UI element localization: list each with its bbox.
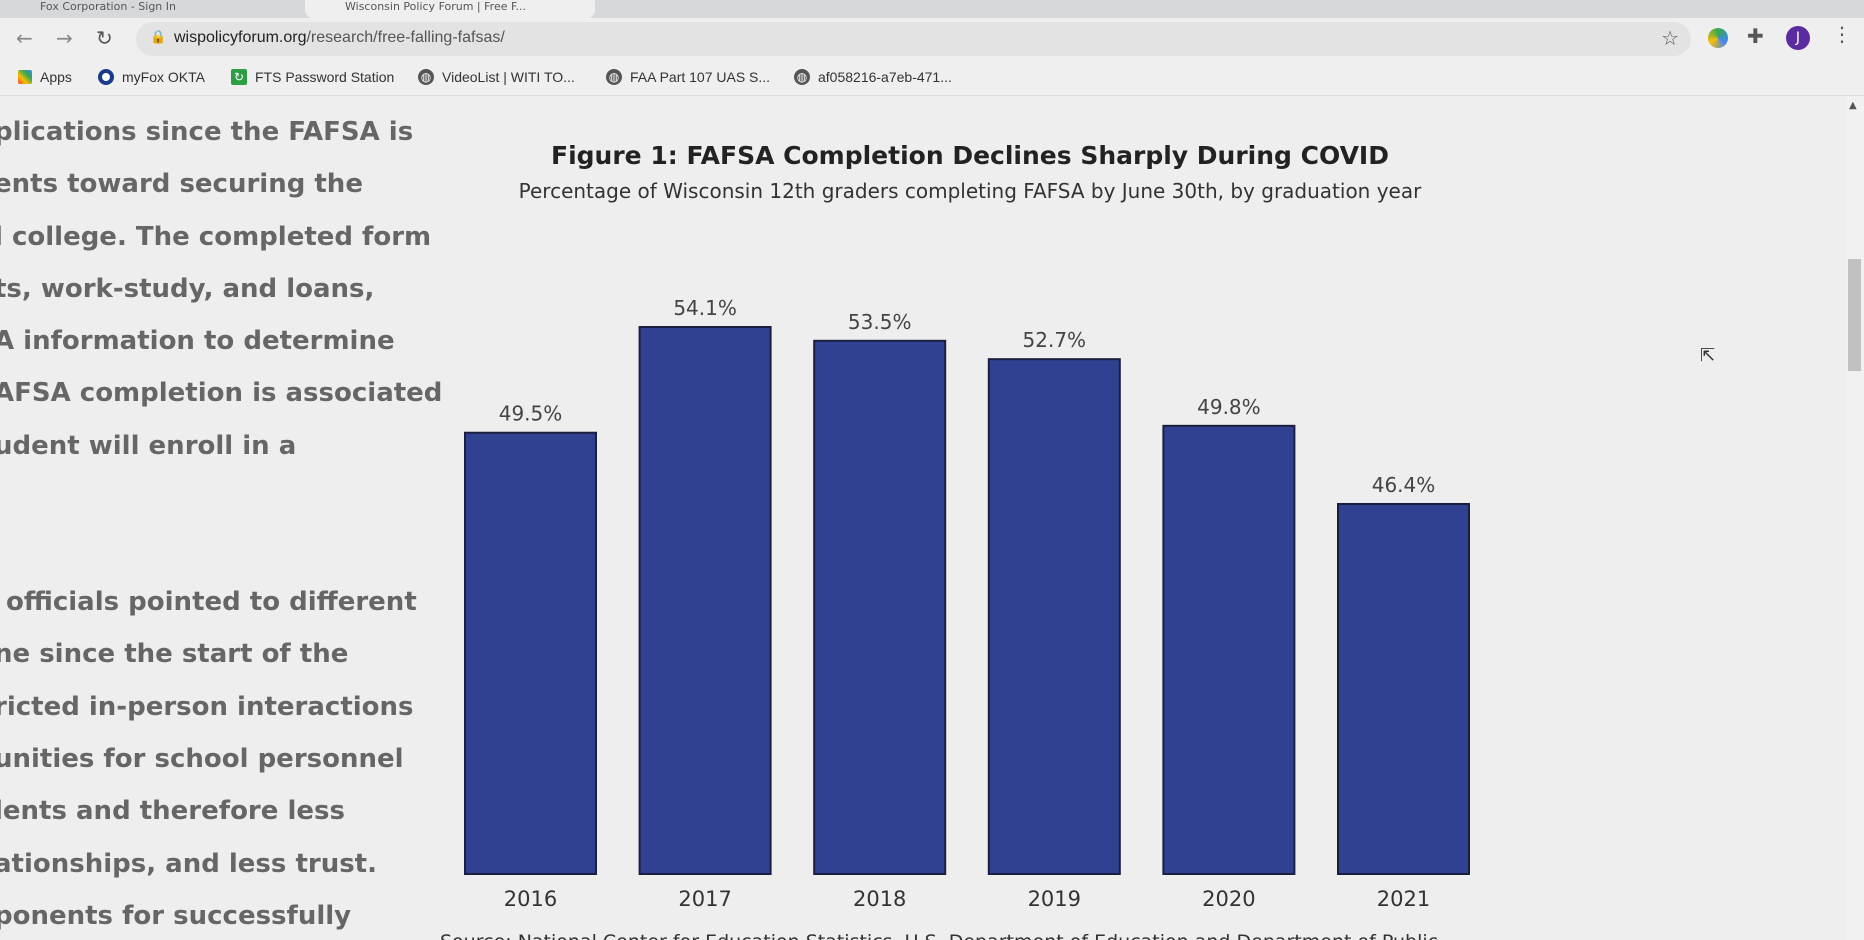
page-content: plications since the FAFSA is ents towar… [0,96,1845,940]
bookmark-myfox-okta[interactable]: myFox OKTA [98,69,205,85]
article-line: ents toward securing the [0,169,363,200]
extension-icon[interactable] [1708,28,1728,48]
article-line: udent will enroll in a [0,430,297,461]
extensions-puzzle-icon[interactable]: ✚ [1747,24,1764,48]
bookmark-label: af058216-a7eb-471... [818,69,952,85]
browser-toolbar: ← → ↻ 🔒 wispolicyforum.org/research/free… [0,18,1864,60]
article-line: ricted in-person interactions [0,691,414,722]
article-line: ne since the start of the [0,639,349,670]
reload-icon[interactable]: ↻ [96,26,113,50]
bookmark-label: Apps [40,69,72,85]
apps-grid-icon [18,70,32,84]
scroll-up-arrow-icon[interactable]: ▲ [1849,100,1857,111]
globe-icon: ◍ [606,69,622,85]
data-label-2021: 46.4% [1372,473,1436,497]
data-label-2017: 54.1% [673,296,737,320]
url-path: /research/free-falling-fafsas/ [306,29,505,46]
profile-avatar[interactable]: J [1786,26,1810,50]
chart-source: Source: National Center for Education St… [440,931,1438,940]
bar-2021 [1337,502,1470,875]
url-text[interactable]: wispolicyforum.org/research/free-falling… [174,29,505,47]
lock-icon: 🔒 [150,30,167,45]
bookmark-af058216[interactable]: ◍ af058216-a7eb-471... [794,69,952,85]
article-line: plications since the FAFSA is [0,117,414,147]
globe-icon: ◍ [418,69,434,85]
article-line: unities for school personnel [0,743,404,774]
article-line: AFSA completion is associated [0,378,443,409]
bookmark-videolist[interactable]: ◍ VideoList | WITI TO... [418,69,575,85]
refresh-green-icon: ↻ [231,69,247,85]
chart-subtitle: Percentage of Wisconsin 12th graders com… [518,179,1422,203]
menu-kebab-icon[interactable]: ⋮ [1832,22,1852,46]
bookmark-faa-part-107[interactable]: ◍ FAA Part 107 UAS S... [606,69,770,85]
article-line: ts, work-study, and loans, [0,273,375,304]
article-line: ponents for successfully [0,900,352,931]
bookmark-label: FTS Password Station [255,69,395,85]
bookmark-label: FAA Part 107 UAS S... [630,69,771,85]
data-label-2019: 52.7% [1023,328,1087,352]
bar-2018 [813,339,947,875]
scrollbar-thumb[interactable] [1848,259,1861,371]
x-tick-label: 2018 [853,887,906,911]
x-tick-label: 2016 [504,887,557,911]
tab-strip: Fox Corporation - Sign In Wisconsin Poli… [0,0,1864,18]
data-label-2016: 49.5% [499,402,563,426]
address-bar[interactable]: 🔒 wispolicyforum.org/research/free-falli… [136,22,1691,56]
fafsa-bar-chart: 49.5% 2016 54.1% 2017 53.5% 2018 52.7% 2019 49.8… [464,296,1470,911]
x-tick-label: 2020 [1202,887,1255,911]
x-tick-label: 2017 [678,887,731,911]
bookmarks-bar: Apps myFox OKTA ↻ FTS Password Station ◍ V… [0,60,1864,96]
tab-fox-corporation[interactable]: Fox Corporation - Sign In [0,0,300,18]
bookmark-star-icon[interactable]: ☆ [1661,26,1679,50]
bookmark-label: myFox OKTA [122,69,205,85]
bar-2016 [464,431,597,875]
x-tick-label: 2021 [1377,887,1430,911]
bar-2017 [638,326,772,875]
article-line: l college. The completed form [0,221,432,252]
forward-icon[interactable]: → [56,26,73,50]
article-line: officials pointed to different [6,587,417,618]
globe-icon: ◍ [794,69,810,85]
bookmark-fts-password-station[interactable]: ↻ FTS Password Station [231,69,394,85]
bookmark-apps[interactable]: Apps [18,69,72,85]
back-icon[interactable]: ← [16,26,33,50]
article-line: ationships, and less trust. [0,848,377,879]
article-text: plications since the FAFSA is ents towar… [0,106,443,940]
page-scrollbar[interactable]: ▲ [1845,96,1864,940]
url-domain: wispolicyforum.org [174,29,307,46]
data-label-2020: 49.8% [1197,395,1261,419]
x-tick-label: 2019 [1028,887,1081,911]
bookmark-label: VideoList | WITI TO... [442,69,575,85]
bar-2019 [987,358,1121,876]
okta-icon [98,69,114,85]
data-label-2018: 53.5% [848,310,912,334]
tab-wisconsin-policy-forum[interactable]: Wisconsin Policy Forum | Free F... [305,0,595,18]
article-line: A information to determine [0,326,395,357]
bar-2020 [1162,424,1296,875]
mouse-cursor-icon: ⇱ [1700,345,1716,366]
article-line: lents and therefore less [0,796,345,827]
chart-title: Figure 1: FAFSA Completion Declines Shar… [551,141,1389,170]
